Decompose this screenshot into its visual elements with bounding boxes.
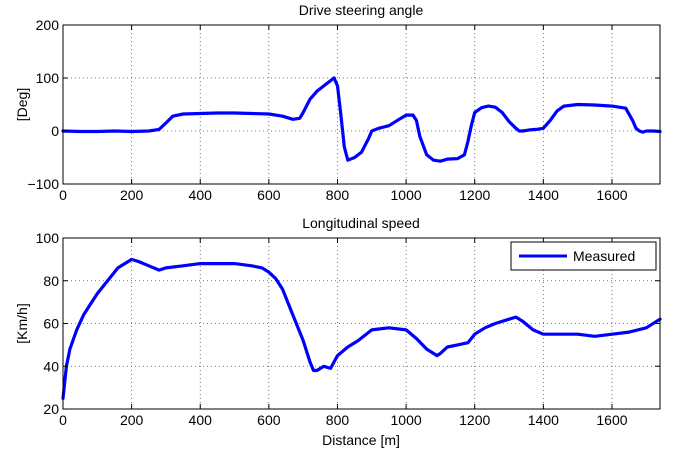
x-tick-label: 800 (326, 187, 350, 203)
y-tick-label: 80 (43, 273, 59, 289)
chart-title: Longitudinal speed (302, 215, 420, 231)
y-tick-label: 60 (43, 316, 59, 332)
x-tick-label: 600 (257, 412, 281, 428)
x-tick-label: 1600 (596, 412, 627, 428)
x-tick-label: 400 (189, 187, 213, 203)
legend-label: Measured (573, 248, 635, 264)
y-tick-label: −100 (27, 176, 59, 192)
legend: Measured (510, 241, 657, 271)
x-tick-label: 200 (120, 412, 144, 428)
y-tick-label: 200 (36, 17, 60, 33)
x-tick-label: 1000 (391, 412, 422, 428)
x-tick-label: 1000 (391, 187, 422, 203)
x-tick-label: 600 (257, 187, 281, 203)
chart-title: Drive steering angle (299, 2, 424, 18)
x-tick-label: 400 (189, 412, 213, 428)
x-tick-label: 0 (59, 412, 67, 428)
x-axis-label: Distance [m] (322, 432, 400, 448)
x-tick-label: 200 (120, 187, 144, 203)
steering-angle-panel: Drive steering angle 0 200 400 600 800 1000 12… (14, 2, 662, 203)
series-line (61, 257, 662, 400)
series-line (61, 76, 662, 163)
x-tick-label: 1200 (459, 412, 490, 428)
y-tick-label: 0 (51, 123, 59, 139)
x-tick-label: 1200 (459, 187, 490, 203)
plot-area-frame (62, 24, 661, 185)
longitudinal-speed-panel: Longitudinal speed 0 200 400 600 800 1000 1200… (14, 215, 662, 448)
x-tick-label: 0 (59, 187, 67, 203)
x-tick-label: 800 (326, 412, 350, 428)
y-axis-label: [Km/h] (14, 303, 30, 343)
y-tick-label: 40 (43, 358, 59, 374)
x-tick-label: 1600 (596, 187, 627, 203)
y-axis-label: [Deg] (14, 88, 30, 121)
x-tick-label: 1400 (528, 412, 559, 428)
y-tick-label: 20 (43, 401, 59, 417)
x-tick-label: 1400 (528, 187, 559, 203)
y-tick-label: 100 (36, 70, 60, 86)
y-tick-label: 100 (36, 230, 60, 246)
